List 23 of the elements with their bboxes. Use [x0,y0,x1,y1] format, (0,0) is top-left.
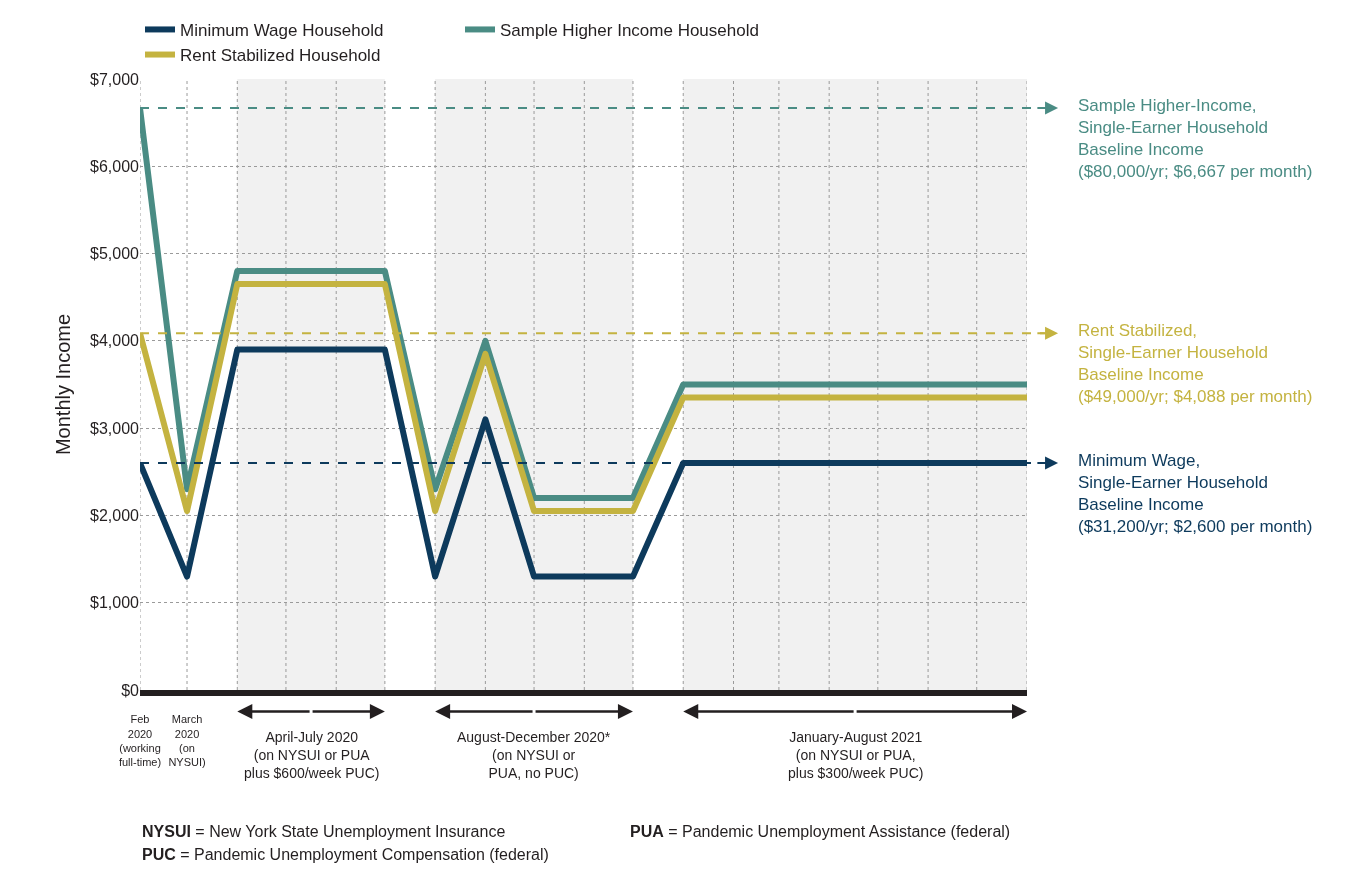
text: PUC = Pandemic Unemployment Compensation (federal) [142,846,549,863]
band-label: April-July 2020 (on NYSUI or PUA plus $600/week PUC) [244,729,380,782]
legend-label: Minimum Wage, Single-Earner Household Baseline Income ($31,200/yr; $2,600 per month) [1078,451,1313,537]
band-label: January-August 2021 (on NYSUI or PUA, plus $300/week PUC) [788,729,924,782]
y-tick-label: $7,000 [90,70,140,88]
legend-label: Minimum Wage Household [180,21,384,41]
band-label: August-December 2020* (on NYSUI or PUA, no PUC) [457,729,611,782]
legend-label: Rent Stabilized, Single-Earner Household Baseline Income ($49,000/yr; $4,088 per month) [1078,321,1313,407]
y-tick-label: $2,000 [90,507,140,525]
y-tick-label: $1,000 [90,594,140,612]
y-tick-label: $0 [121,681,140,699]
legend-label: Sample Higher-Income, Single-Earner Household Baseline Income ($80,000/yr; $6,667 per month) [1078,96,1313,182]
text: NYSUI = New York State Unemployment Insurance [142,823,506,840]
y-tick-label: $3,000 [90,419,140,437]
legend-label: Sample Higher Income Household [500,21,759,41]
x-tick-label: Feb 2020 (working full-time) [118,713,162,769]
text: PUA = Pandemic Unemployment Assistance (federal) [630,823,1011,840]
y-tick-label: $5,000 [90,245,140,263]
y-tick-label: $6,000 [90,157,140,175]
y-axis-title: Monthly Income [51,313,74,456]
y-tick-label: $4,000 [90,332,140,350]
x-tick-label: March 2020 (on NYSUI) [168,713,206,769]
legend-label: Rent Stabilized Household [180,46,381,66]
